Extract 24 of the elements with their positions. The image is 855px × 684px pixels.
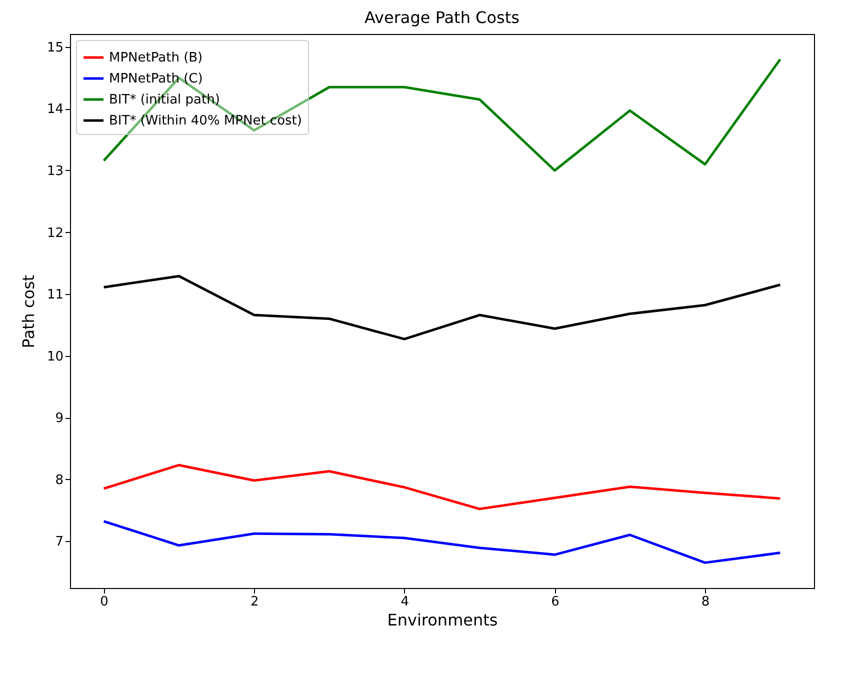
y-tick-label: 14 xyxy=(46,102,64,118)
legend-label: BIT* (Within 40% MPNet cost) xyxy=(109,114,302,128)
y-axis-title: Path cost xyxy=(18,274,38,348)
line-series xyxy=(102,274,782,340)
chart-title: Average Path Costs xyxy=(364,8,520,27)
line-series xyxy=(102,520,782,564)
x-axis-title: Environments xyxy=(387,610,498,630)
x-tick-label: 2 xyxy=(250,594,259,610)
y-tick-label: 7 xyxy=(55,534,64,550)
legend-label: MPNetPath (B) xyxy=(109,50,203,66)
y-tick-label: 10 xyxy=(46,349,64,364)
x-tick-label: 4 xyxy=(400,594,410,610)
x-tick-label: 8 xyxy=(701,594,710,610)
line-series xyxy=(102,464,782,510)
x-tick-label: 6 xyxy=(551,594,560,610)
legend-label: BIT* (initial path) xyxy=(109,92,220,108)
y-tick-label: 13 xyxy=(46,164,64,179)
y-tick-label: 8 xyxy=(55,472,64,488)
y-tick-label: 11 xyxy=(46,288,64,303)
y-tick-label: 15 xyxy=(46,40,64,56)
x-tick-label: 0 xyxy=(100,594,108,610)
y-tick-label: 9 xyxy=(55,411,64,426)
y-tick-label: 12 xyxy=(46,226,64,241)
legend-label: MPNetPath (C) xyxy=(109,72,203,86)
